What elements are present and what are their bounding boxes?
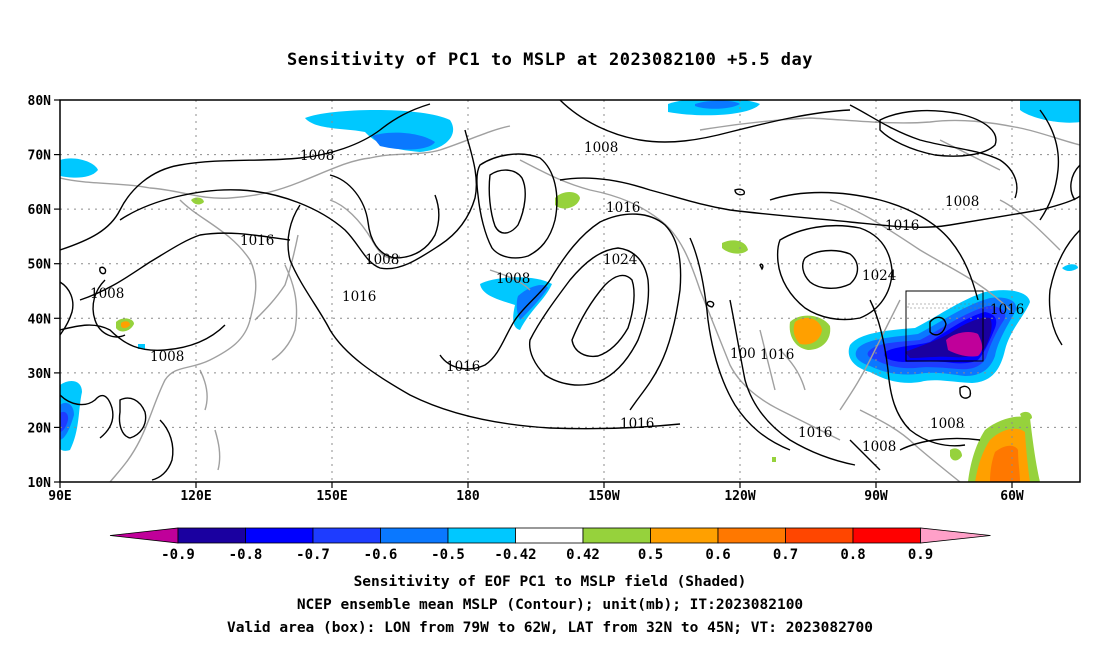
colorbar-label: 0.5 — [638, 547, 663, 563]
lat-tick-label: 40N — [28, 312, 52, 327]
lat-tick-label: 50N — [28, 258, 52, 273]
coastlines — [60, 117, 1080, 482]
figure-title: Sensitivity of PC1 to MSLP at 2023082100… — [286, 50, 813, 70]
isobar-label-1008-g: 1008 — [862, 439, 896, 455]
sensitivity-shading — [60, 100, 1080, 482]
isobar-label-1008-h: 1008 — [930, 416, 964, 432]
colorbar-label: -0.9 — [161, 547, 195, 563]
colorbar-swatch — [447, 527, 516, 544]
isobar-label-1008-f: 1008 — [150, 349, 184, 365]
isobar-label-1016-d: 1016 — [446, 359, 480, 375]
contour-label-group: 1008 1008 1016 1008 1016 1008 1008 1016 … — [90, 140, 1024, 455]
isobar-label-1016-g: 1016 — [798, 425, 832, 441]
lat-tick-label: 30N — [28, 367, 52, 382]
colorbar-label: -0.8 — [229, 547, 263, 563]
colorbar-swatch — [515, 527, 584, 544]
lon-tick-label: 180 — [456, 489, 480, 504]
colorbar-label: -0.7 — [296, 547, 330, 563]
lon-tick-label: 90W — [864, 489, 888, 504]
isobar-label-1008-c: 1008 — [365, 252, 399, 268]
isobar-label-1008-d: 1008 — [496, 271, 530, 287]
colorbar-swatch — [245, 527, 314, 544]
lon-tick-label: 120W — [724, 489, 755, 504]
lon-tick-label: 150W — [588, 489, 619, 504]
isobar-label-100: 100 — [730, 346, 756, 362]
lat-tick-label: 80N — [28, 94, 52, 109]
isobar-label-1024-a: 1024 — [603, 252, 637, 268]
caption-line-contour: NCEP ensemble mean MSLP (Contour); unit(… — [296, 597, 804, 613]
isobar-label-1008-e: 1008 — [90, 286, 124, 302]
caption-line-valid-area: Valid area (box): LON from 79W to 62W, L… — [226, 620, 873, 636]
map-frame — [59, 99, 1081, 483]
colorbar-swatch — [312, 527, 381, 544]
isobar-contours — [60, 100, 1080, 481]
colorbar-label: 0.42 — [566, 547, 600, 563]
colorbar-swatch — [380, 527, 449, 544]
colorbar-swatch — [650, 527, 719, 544]
lat-tick-label: 60N — [28, 203, 52, 218]
colorbar-swatch — [785, 527, 854, 544]
isobar-label-1016-e: 1016 — [620, 416, 654, 432]
isobar-label-1016-b: 1016 — [342, 289, 376, 305]
isobar-label-1008-a: 1008 — [300, 148, 334, 164]
colorbar-label: 0.9 — [908, 547, 933, 563]
colorbar-low-arrow — [109, 527, 179, 544]
lon-tick-label: 150E — [316, 489, 347, 504]
lat-tick-label: 10N — [28, 476, 52, 491]
isobar-label-1016-f: 1016 — [760, 347, 794, 363]
colorbar-label: -0.42 — [494, 547, 536, 563]
lat-tick-label: 20N — [28, 421, 52, 436]
colorbar-label: -0.6 — [364, 547, 398, 563]
lat-axis: 80N 70N 60N 50N 40N 30N 20N 10N — [28, 94, 60, 491]
colorbar-label: 0.8 — [840, 547, 865, 563]
colorbar-high-arrow — [920, 527, 991, 544]
colorbar-swatch — [717, 527, 786, 544]
lat-lon-grid — [60, 100, 1080, 482]
isobar-label-1016-i: 1016 — [990, 302, 1024, 318]
valid-area-box-inner — [907, 303, 997, 309]
lon-tick-label: 60W — [1000, 489, 1024, 504]
isobar-label-1008-b: 1008 — [584, 140, 618, 156]
lon-tick-label: 90E — [48, 489, 71, 504]
isobar-label-1008-i: 1008 — [945, 194, 979, 210]
colorbar-label: 0.6 — [705, 547, 730, 563]
lat-tick-label: 70N — [28, 149, 52, 164]
colorbar-swatch — [177, 527, 246, 544]
isobar-label-1016-a: 1016 — [240, 233, 274, 249]
colorbar-swatch — [582, 527, 651, 544]
colorbar-swatch — [852, 527, 921, 544]
isobar-label-1016-c: 1016 — [606, 200, 640, 216]
isobar-label-1016-h: 1016 — [885, 218, 919, 234]
isobar-label-1024-b: 1024 — [862, 268, 896, 284]
caption-line-shading: Sensitivity of EOF PC1 to MSLP field (Sh… — [353, 574, 747, 590]
colorbar-label: -0.5 — [431, 547, 465, 563]
valid-area-box — [905, 290, 984, 362]
colorbar-label: 0.7 — [773, 547, 798, 563]
colorbar: -0.9 -0.8 -0.7 -0.6 -0.5 -0.42 0.42 0.5 0.6 0.7 0.… — [109, 527, 991, 563]
lon-axis: 90E 120E 150E 180 150W 120W 90W 60W — [48, 482, 1024, 504]
lon-tick-label: 120E — [180, 489, 211, 504]
